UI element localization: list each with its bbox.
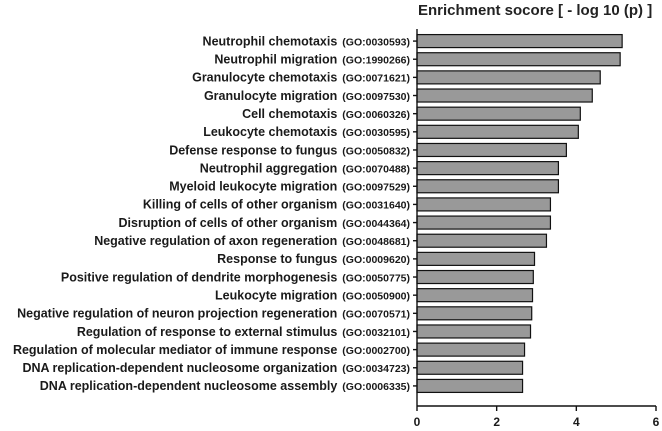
category-label-14: Positive regulation of dendrite morphoge… [61,270,410,284]
term-name: Regulation of molecular mediator of immu… [13,343,337,357]
go-id: (GO:0006335) [342,381,410,393]
category-label-13: Response to fungus (GO:0009620) [217,252,410,266]
term-name: Killing of cells of other organism [143,198,337,212]
go-id: (GO:0050900) [342,290,410,302]
go-id: (GO:0002700) [342,345,410,357]
go-id: (GO:0071621) [342,73,410,85]
go-id: (GO:0060326) [342,109,410,121]
bar-12 [416,233,548,248]
term-name: Leukocyte migration [215,288,337,302]
bar-11 [416,215,552,230]
term-name: Neutrophil aggregation [200,161,338,175]
term-name: DNA replication-dependent nucleosome org… [22,361,337,375]
bar-3 [416,70,601,85]
go-id: (GO:0044364) [342,218,410,230]
bar-4 [416,88,593,103]
chart-title: Enrichment socore [ - log 10 (p) ] [418,2,652,19]
category-label-7: Defense response to fungus (GO:0050832) [169,143,410,157]
bar-10 [416,197,552,212]
term-name: Defense response to fungus [169,143,337,157]
term-name: Disruption of cells of other organism [119,216,338,230]
go-id: (GO:0097529) [342,182,410,194]
bar-17 [416,324,532,339]
bars-group [416,33,623,394]
go-id: (GO:0034723) [342,363,410,375]
category-label-18: Regulation of molecular mediator of immu… [13,343,410,357]
go-id: (GO:0030595) [342,127,410,139]
bar-2 [416,52,621,67]
go-id: (GO:0032101) [342,327,410,339]
category-label-20: DNA replication-dependent nucleosome ass… [40,379,410,393]
category-label-10: Killing of cells of other organism (GO:00… [143,198,410,212]
term-name: Negative regulation of neuron projection… [17,307,337,321]
bar-20 [416,378,524,394]
go-id: (GO:0009620) [342,254,410,266]
axes-group: 0 2 4 6 [413,29,660,429]
term-name: Granulocyte chemotaxis [192,71,337,85]
x-tick-label-0: 0 [414,415,421,429]
bar-7 [416,142,567,158]
bar-15 [416,288,534,303]
go-id: (GO:0070488) [342,163,410,175]
term-name: Leukocyte chemotaxis [203,125,337,139]
go-id: (GO:0031640) [342,200,410,212]
category-label-1: Neutrophil chemotaxis (GO:0030593) [203,34,410,48]
term-name: Regulation of response to external stimu… [77,325,338,339]
go-id: (GO:0050775) [342,272,410,284]
category-label-11: Disruption of cells of other organism (GO… [119,216,410,230]
category-label-12: Negative regulation of axon regeneration… [94,234,410,248]
term-name: Response to fungus [217,252,337,266]
go-id: (GO:0097530) [342,91,410,103]
category-label-3: Granulocyte chemotaxis (GO:0071621) [192,71,410,85]
category-label-4: Granulocyte migration (GO:0097530) [204,89,410,103]
bar-16 [416,306,533,321]
bar-1 [416,33,623,49]
bar-19 [416,360,524,375]
category-label-8: Neutrophil aggregation (GO:0070488) [200,161,410,175]
term-name: Positive regulation of dendrite morphoge… [61,270,337,284]
term-name: DNA replication-dependent nucleosome ass… [40,379,338,393]
term-name: Neutrophil migration [214,53,337,67]
term-name: Cell chemotaxis [242,107,337,121]
go-id: (GO:1990266) [342,55,410,67]
category-labels-group: Neutrophil chemotaxis (GO:0030593)Neutrop… [13,34,410,393]
category-label-9: Myeloid leukocyte migration (GO:0097529) [169,180,410,194]
category-label-2: Neutrophil migration (GO:1990266) [214,53,410,67]
category-label-15: Leukocyte migration (GO:0050900) [215,288,410,302]
x-tick-label-6: 6 [653,415,660,429]
category-label-16: Negative regulation of neuron projection… [17,307,410,321]
bar-18 [416,342,526,357]
term-name: Neutrophil chemotaxis [203,34,338,48]
bar-6 [416,124,579,139]
term-name: Granulocyte migration [204,89,337,103]
term-name: Negative regulation of axon regeneration [94,234,337,248]
go-id: (GO:0030593) [342,36,410,48]
go-id: (GO:0048681) [342,236,410,248]
bar-9 [416,179,560,194]
go-id: (GO:0070571) [342,309,410,321]
bar-8 [416,161,560,176]
x-tick-label-2: 2 [493,415,500,429]
category-label-17: Regulation of response to external stimu… [77,325,410,339]
category-label-6: Leukocyte chemotaxis (GO:0030595) [203,125,410,139]
term-name: Myeloid leukocyte migration [169,180,337,194]
category-label-19: DNA replication-dependent nucleosome org… [22,361,410,375]
go-id: (GO:0050832) [342,145,410,157]
category-label-5: Cell chemotaxis (GO:0060326) [242,107,410,121]
x-tick-label-4: 4 [573,415,580,429]
bar-5 [416,106,581,121]
bar-13 [416,251,536,266]
bar-14 [416,269,534,285]
